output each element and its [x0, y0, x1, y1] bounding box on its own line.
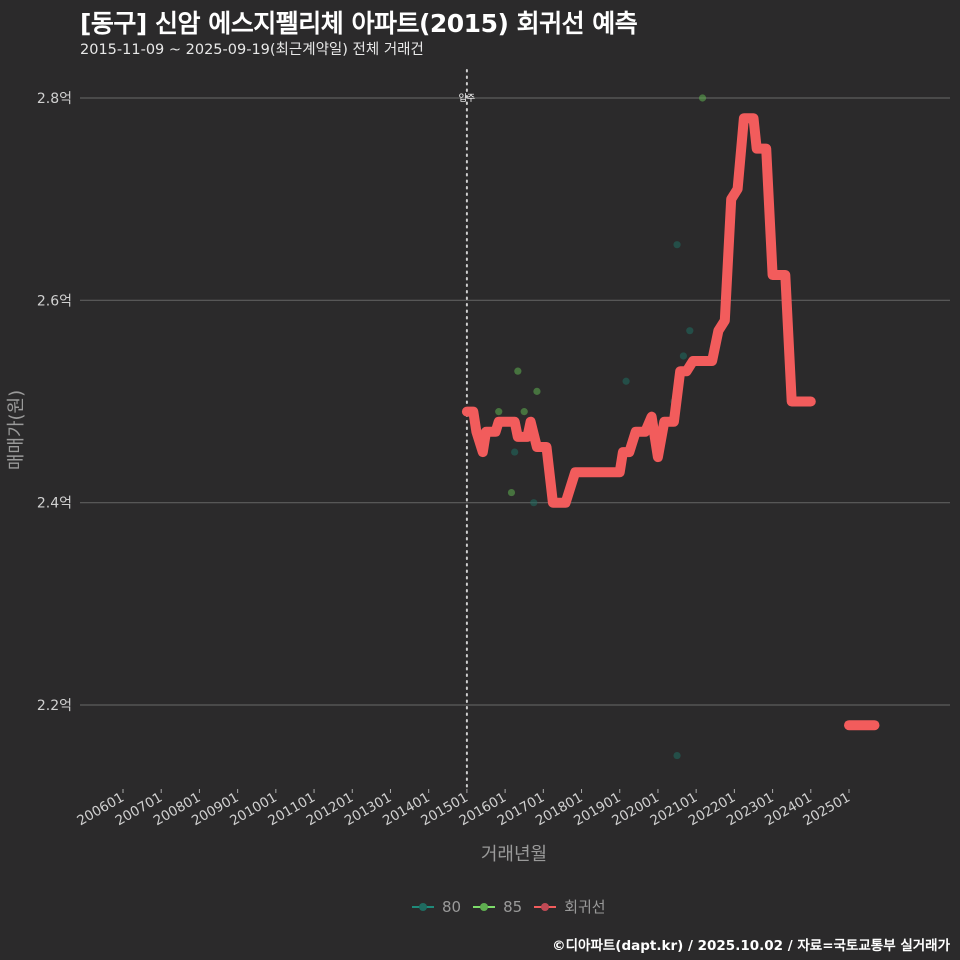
x-axis-title: 거래년월: [481, 844, 547, 865]
scatter-point-80: [622, 377, 630, 385]
x-axis-ticks: 2006012007012008012009012010012011012012…: [74, 789, 853, 829]
y-axis-ticks: 2.2억 2.4억 2.6억 2.8억: [37, 91, 72, 714]
scatter-point-85: [533, 387, 541, 395]
regression-line: [461, 113, 880, 731]
scatter-point-85: [507, 488, 516, 497]
move-in-line: 입주: [459, 69, 476, 791]
legend-label-regression: 회귀선: [564, 898, 606, 916]
scatter-points: [495, 94, 707, 760]
move-in-label: 입주: [459, 92, 476, 104]
legend-item-regression: 회귀선: [534, 896, 606, 917]
scatter-point-85: [514, 367, 522, 375]
y-tick-label: 2.6억: [37, 293, 72, 309]
y-tick-label: 2.8억: [37, 91, 72, 107]
legend: 80 85 회귀선: [412, 896, 612, 917]
scatter-point-80: [511, 448, 519, 456]
legend-label-80: 80: [442, 897, 462, 916]
legend-label-85: 85: [503, 897, 523, 916]
gridlines: [80, 97, 950, 706]
legend-key-regression-icon: [534, 901, 557, 913]
scatter-point-80: [673, 751, 681, 760]
y-tick-label: 2.4억: [37, 496, 72, 512]
chart-subtitle: 2015-11-09 ~ 2025-09-19(최근계약일) 전체 거래건: [80, 42, 424, 58]
scatter-point-85: [520, 408, 528, 416]
regression-line-main: [461, 113, 816, 508]
chart-title: [동구] 신암 에스지펠리체 아파트(2015) 회귀선 예측: [80, 9, 638, 38]
scatter-point-80: [673, 241, 681, 249]
legend-item-80: 80: [412, 898, 461, 916]
legend-item-85: 85: [473, 898, 522, 916]
source-caption: ©디아파트(dapt.kr) / 2025.10.02 / 자료=국토교통부 실…: [552, 938, 950, 954]
legend-key-85-icon: [473, 901, 496, 913]
scatter-point-80: [530, 499, 538, 507]
legend-key-80-icon: [412, 901, 434, 913]
y-tick-label: 2.2억: [37, 698, 72, 714]
scatter-point-80: [679, 352, 688, 360]
scatter-point-80: [686, 327, 694, 335]
y-axis-title: 매매가(원): [6, 390, 27, 470]
scatter-point-85: [495, 408, 503, 416]
scatter-point-85: [698, 94, 707, 102]
